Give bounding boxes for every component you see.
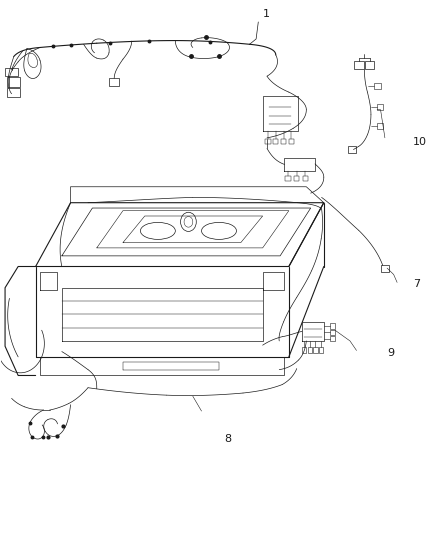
Bar	[281, 139, 286, 144]
Bar	[381, 265, 389, 272]
Bar	[374, 83, 381, 89]
Bar	[7, 88, 20, 98]
Bar	[109, 78, 120, 86]
Bar	[377, 104, 383, 110]
Text: 10: 10	[413, 136, 427, 147]
Text: 9: 9	[387, 348, 394, 358]
Bar	[265, 139, 271, 144]
Bar	[303, 176, 308, 181]
Text: 7: 7	[413, 279, 420, 288]
Bar	[330, 336, 335, 342]
Text: 1: 1	[263, 9, 270, 19]
Bar	[330, 330, 335, 335]
Bar	[330, 324, 335, 329]
Bar	[302, 348, 306, 353]
Bar	[289, 139, 294, 144]
Bar	[307, 348, 312, 353]
Bar	[313, 348, 318, 353]
Bar	[5, 68, 18, 76]
Bar	[377, 123, 383, 130]
Bar	[294, 176, 299, 181]
Bar	[273, 139, 279, 144]
Bar	[286, 176, 290, 181]
Bar	[7, 77, 20, 87]
Bar	[365, 61, 374, 69]
Bar	[354, 61, 364, 69]
Text: 8: 8	[224, 434, 231, 444]
Bar	[319, 348, 323, 353]
Bar	[348, 147, 356, 153]
